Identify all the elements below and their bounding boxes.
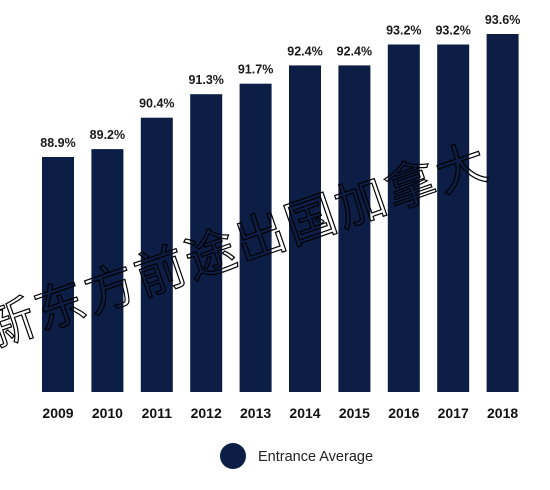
value-label-2016: 93.2% [386,24,421,38]
bar-group [42,34,519,393]
category-label-2011: 2011 [142,405,173,421]
category-label-2015: 2015 [339,405,370,421]
category-label-2014: 2014 [289,405,320,421]
category-label-2012: 2012 [191,405,222,421]
category-label-2016: 2016 [388,405,419,421]
bar-2016 [387,44,420,392]
category-label-2017: 2017 [438,405,469,421]
bar-2014 [289,65,321,393]
bar-2015 [338,65,371,393]
bar-2009 [42,157,74,392]
bar-2011 [140,117,173,392]
category-label-2018: 2018 [487,405,518,421]
category-label-group: 2009 2010 2011 2012 2013 2014 2015 2016 2017 2018 [42,405,518,421]
value-label-group: 88.9% 89.2% 90.4% 91.3% 91.7% 92.4% 92.4% 93.2%… [40,13,520,150]
legend: Entrance Average [220,443,373,469]
value-label-2015: 92.4% [337,44,372,58]
value-label-2010: 89.2% [90,128,125,142]
value-label-2011: 90.4% [139,97,174,111]
category-label-2010: 2010 [92,405,123,421]
value-label-2014: 92.4% [287,44,322,58]
value-label-2018: 93.6% [485,13,520,27]
category-label-2009: 2009 [42,405,73,421]
bar-2012 [190,94,223,392]
bar-2018 [486,34,519,392]
value-label-2009: 88.9% [40,136,75,150]
bar-2017 [437,44,470,392]
value-label-2017: 93.2% [435,24,470,38]
bar-2013 [239,83,272,392]
category-label-2013: 2013 [240,405,271,421]
value-label-2012: 91.3% [188,73,223,87]
legend-marker [220,443,246,469]
legend-label: Entrance Average [258,449,373,465]
value-label-2013: 91.7% [238,63,273,77]
bar-2010 [91,149,124,392]
